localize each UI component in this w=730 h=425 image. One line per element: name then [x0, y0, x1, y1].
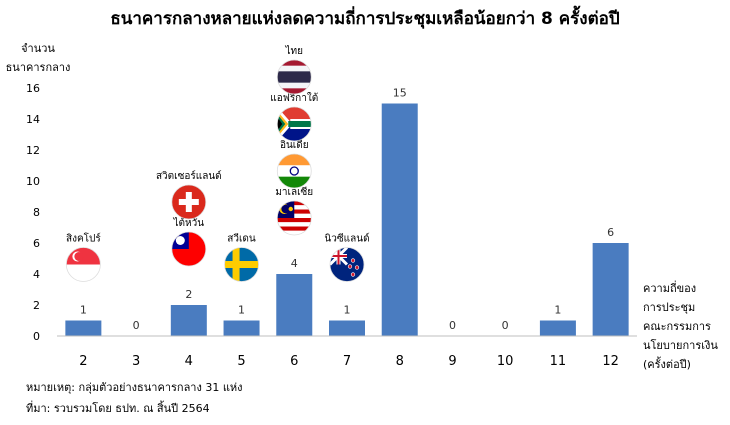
- data-label-10: 0: [502, 319, 509, 332]
- annotation-singapore: สิงคโปร์: [66, 232, 101, 282]
- data-label-5: 1: [238, 304, 245, 317]
- south-africa-flag: [277, 107, 324, 141]
- bar-2: [65, 321, 101, 337]
- annotation-india: อินเดีย: [277, 139, 311, 188]
- x-tick-label-3: 3: [132, 354, 140, 369]
- x-axis-label-line: การประชุม: [643, 301, 695, 314]
- y-tick-label: 10: [26, 175, 40, 188]
- annotation-thailand: ไทย: [277, 45, 311, 94]
- x-tick-label-11: 11: [550, 354, 567, 369]
- y-tick-label: 14: [26, 113, 40, 126]
- country-label: สิงคโปร์: [66, 232, 101, 245]
- y-axis-label-line-1: จำนวน: [21, 42, 55, 55]
- data-label-12: 6: [607, 226, 614, 239]
- bar-5: [224, 321, 260, 337]
- chart-title: ธนาคารกลางหลายแห่งลดความถี่การประชุมเหลื…: [110, 5, 619, 29]
- annotation-switzerland: สวิตเซอร์แลนด์: [156, 170, 222, 219]
- x-axis-label-line: นโยบายการเงิน: [643, 338, 718, 352]
- country-label: นิวซีแลนด์: [324, 233, 369, 245]
- data-label-3: 0: [133, 319, 140, 332]
- data-label-7: 1: [344, 304, 351, 317]
- data-label-4: 2: [185, 288, 192, 301]
- note-source: ที่มา: รวบรวมโดย ธปท. ณ สิ้นปี 2564: [26, 400, 210, 415]
- bars: [65, 104, 628, 337]
- x-tick-label-4: 4: [185, 354, 193, 369]
- y-tick-label: 4: [33, 268, 40, 281]
- x-axis-label-line: ความถี่ของ: [643, 280, 696, 295]
- annotation-taiwan: ไต้หวัน: [172, 217, 206, 266]
- x-tick-label-8: 8: [396, 354, 404, 369]
- y-tick-label: 12: [26, 144, 40, 157]
- annotation-sweden: สวีเดน: [225, 233, 259, 282]
- data-label-8: 15: [393, 87, 407, 100]
- data-label-6: 4: [291, 257, 298, 270]
- country-label: ไทย: [285, 45, 303, 57]
- x-tick-label-7: 7: [343, 354, 351, 369]
- y-tick-label: 2: [33, 299, 40, 312]
- bar-6: [276, 274, 312, 336]
- data-label-2: 1: [80, 304, 87, 317]
- data-label-9: 0: [449, 319, 456, 332]
- annotation-south-africa: แอฟริกาใต้: [270, 92, 324, 141]
- bar-12: [593, 243, 629, 336]
- bar-7: [329, 321, 365, 337]
- x-axis-label: ความถี่ของการประชุมคณะกรรมการนโยบายการเง…: [643, 280, 718, 371]
- x-axis-label-line: (ครั้งต่อปี): [643, 356, 691, 371]
- x-tick-label-12: 12: [602, 354, 619, 369]
- bar-11: [540, 321, 576, 337]
- y-tick-label: 0: [33, 330, 40, 343]
- annotation-new-zealand: นิวซีแลนด์: [324, 233, 369, 282]
- country-label: สวีเดน: [227, 233, 256, 245]
- note-sample-size: หมายเหตุ: กลุ่มตัวอย่างธนาคารกลาง 31 แห่…: [26, 381, 243, 394]
- y-axis-label-line-2: ธนาคารกลาง: [6, 61, 71, 74]
- y-tick-label: 8: [33, 206, 40, 219]
- bar-4: [171, 305, 207, 336]
- x-tick-label-10: 10: [497, 354, 514, 369]
- annotation-malaysia: มาเลเซีย: [275, 186, 313, 235]
- x-axis-label-line: คณะกรรมการ: [643, 320, 711, 333]
- y-axis-ticks: 0 2 4 6 8 10 12 14 16: [26, 82, 40, 343]
- data-labels: 1 0 2 1 4 1 15 0 0 1 6: [80, 87, 614, 333]
- data-label-11: 1: [554, 304, 561, 317]
- x-axis-ticks: 2 3 4 5 6 7 8 9 10 11 12: [79, 354, 619, 369]
- x-tick-label-5: 5: [237, 354, 245, 369]
- y-tick-label: 6: [33, 237, 40, 250]
- bar-8: [382, 104, 418, 337]
- x-tick-label-9: 9: [448, 354, 456, 369]
- y-tick-label: 16: [26, 82, 40, 95]
- x-tick-label-2: 2: [79, 354, 87, 369]
- country-label: สวิตเซอร์แลนด์: [156, 170, 222, 182]
- country-annotations: สิงคโปร์ ไต้หวัน สวิตเซอร์แลนด์สวีเดน มาเลเ…: [66, 45, 370, 282]
- x-tick-label-6: 6: [290, 354, 298, 369]
